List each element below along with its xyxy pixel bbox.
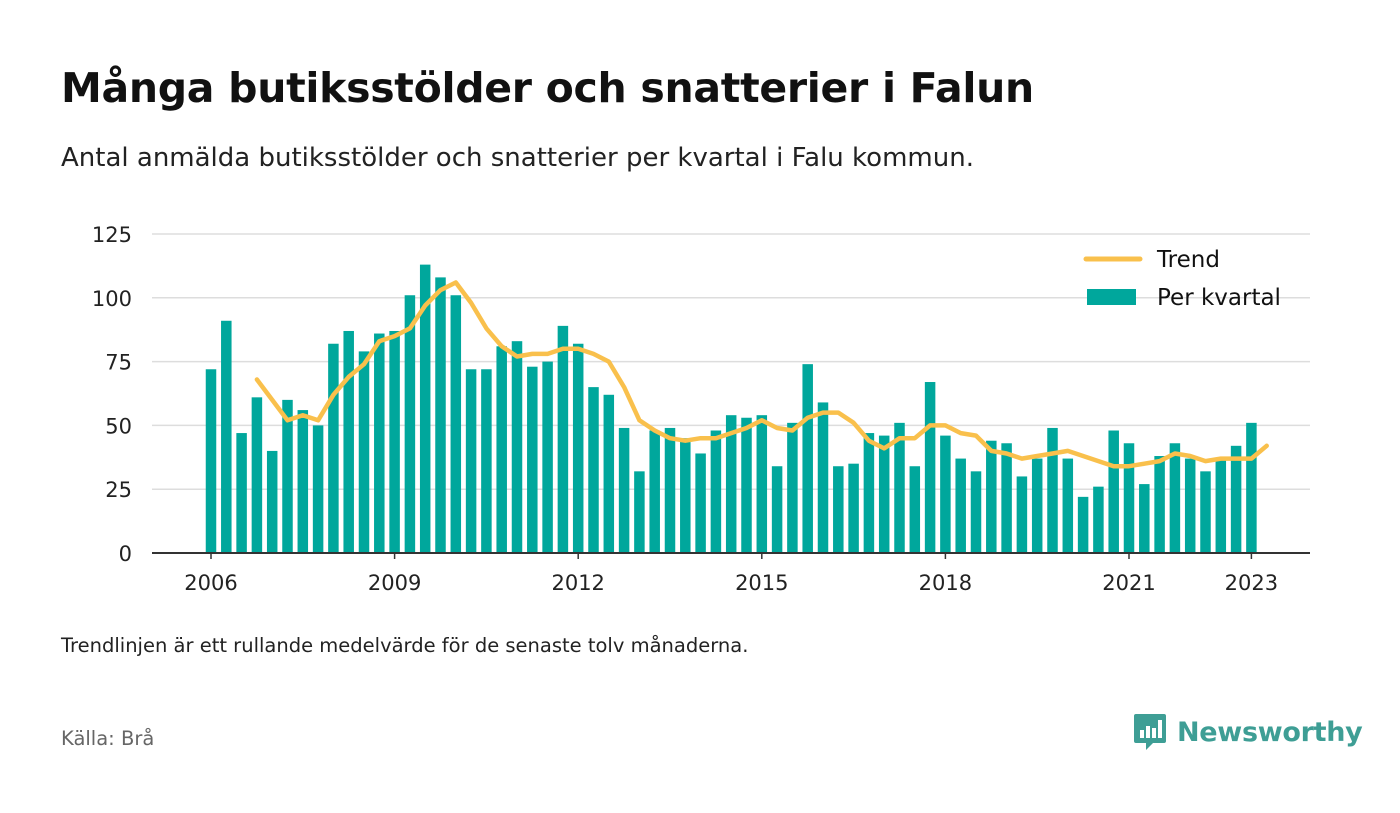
newsworthy-brand[interactable]: Newsworthy (1133, 712, 1363, 752)
bar (618, 427, 630, 553)
bar (817, 402, 829, 553)
bar (970, 471, 982, 553)
x-tick-label: 2012 (551, 571, 604, 595)
bar (588, 387, 599, 553)
y-tick-label: 100 (92, 287, 132, 311)
bar (1154, 456, 1165, 553)
bar (1108, 430, 1119, 553)
footnote: Trendlinjen är ett rullande medelvärde f… (61, 634, 749, 657)
x-tick-label: 2009 (368, 571, 421, 595)
x-tick-label: 2018 (919, 571, 972, 595)
trend-line-group (254, 280, 1269, 469)
bar (1001, 443, 1012, 553)
chart-title: Många butiksstölder och snatterier i Fal… (61, 64, 1034, 112)
y-tick-label: 50 (105, 414, 132, 438)
bar (205, 369, 217, 553)
source-label: Källa: Brå (61, 727, 155, 750)
bar (1016, 476, 1028, 553)
axes: 2006 2009 2012 2015 2018 2021 2023 (152, 552, 1310, 595)
y-tick-label: 0 (119, 542, 132, 566)
bar (848, 463, 859, 553)
bar (435, 277, 446, 553)
bar (297, 410, 309, 553)
newsworthy-logo-icon (1134, 714, 1166, 750)
bar (1062, 458, 1074, 553)
bar (1200, 471, 1211, 553)
bar (695, 453, 706, 553)
bar (986, 440, 997, 553)
bar (343, 330, 354, 553)
bar (955, 458, 966, 553)
bar (496, 346, 507, 553)
x-tick-label: 2023 (1225, 571, 1278, 595)
bar (511, 341, 523, 553)
bar (251, 397, 263, 553)
bar (266, 450, 278, 553)
bar (603, 394, 615, 553)
x-tick-label: 2006 (184, 571, 237, 595)
bar (358, 351, 370, 553)
bar (878, 435, 890, 553)
bar (374, 333, 385, 553)
bar (282, 399, 293, 553)
bar (1123, 443, 1135, 553)
legend: Trend Per kvartal (1083, 247, 1281, 311)
bar (419, 264, 431, 553)
bar (1047, 427, 1058, 553)
bar (649, 430, 660, 553)
chart-subtitle: Antal anmälda butiksstölder och snatteri… (61, 143, 974, 173)
bar (725, 415, 737, 553)
y-tick-label: 25 (105, 478, 132, 502)
bar (465, 369, 477, 553)
bar (312, 425, 324, 553)
bar (481, 369, 492, 553)
bar (680, 438, 691, 553)
bar (756, 415, 768, 553)
bar (1077, 496, 1089, 553)
bar (664, 427, 676, 553)
bar (741, 417, 752, 553)
bar (924, 382, 936, 553)
bars-per-kvartal (205, 264, 1257, 553)
bar (1169, 443, 1181, 553)
bar (909, 466, 921, 553)
bar (557, 325, 569, 553)
bar (404, 295, 416, 553)
bar (542, 361, 553, 553)
bar (328, 343, 339, 553)
legend-swatch-per-kvartal (1087, 289, 1136, 305)
bar (236, 433, 247, 553)
x-tick-label: 2015 (735, 571, 788, 595)
bar (1230, 445, 1242, 553)
bar (1139, 484, 1150, 553)
legend-label-per-kvartal: Per kvartal (1157, 285, 1281, 311)
bar (894, 422, 905, 553)
bar (940, 435, 951, 553)
brand-name: Newsworthy (1177, 716, 1363, 748)
bar (450, 295, 462, 553)
bar (1093, 486, 1104, 553)
bar (802, 364, 813, 553)
bar (863, 433, 875, 553)
bar (634, 471, 645, 553)
bar (221, 320, 232, 553)
bar (1184, 458, 1196, 553)
bar (787, 422, 798, 553)
bar (1215, 458, 1227, 553)
x-tick-label: 2021 (1102, 571, 1155, 595)
y-tick-label: 125 (92, 223, 132, 247)
bar (389, 330, 400, 553)
bar (1246, 422, 1257, 553)
bar (1031, 458, 1043, 553)
bar (710, 430, 722, 553)
legend-label-trend: Trend (1156, 247, 1220, 273)
y-tick-label: 75 (105, 351, 132, 375)
trend-line (254, 280, 1269, 469)
bar (771, 466, 783, 553)
bar (572, 343, 584, 553)
bar (527, 366, 538, 553)
bar (833, 466, 844, 553)
